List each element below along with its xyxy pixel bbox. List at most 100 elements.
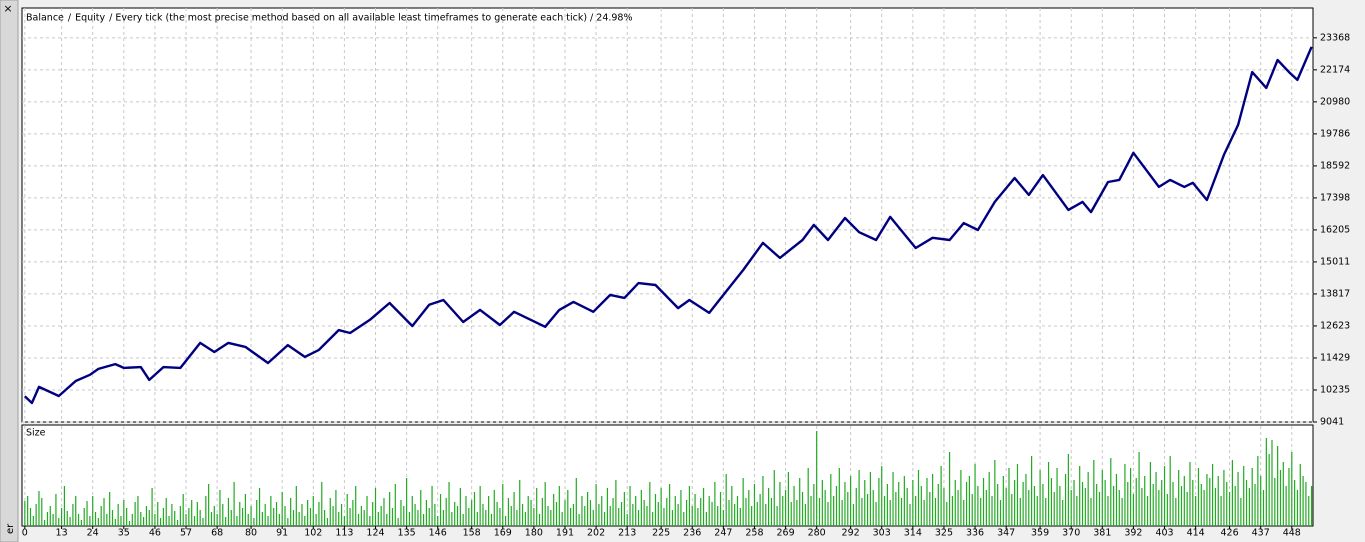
size-bar — [1084, 488, 1086, 526]
size-bar — [929, 492, 931, 526]
size-bar — [58, 518, 60, 526]
size-bar — [329, 498, 331, 526]
subtitle: / Every tick (the most precise method ba… — [109, 13, 632, 24]
marks — [23, 46, 1313, 526]
size-bar — [406, 478, 408, 526]
size-bar — [1237, 472, 1239, 526]
size-bar — [657, 502, 659, 526]
size-bar — [1288, 468, 1290, 526]
size-bar — [479, 486, 481, 526]
size-bar — [89, 516, 91, 526]
size-bar — [841, 500, 843, 526]
size-bar — [236, 516, 238, 526]
size-bar — [965, 482, 968, 526]
size-bar — [963, 500, 965, 526]
size-bar — [408, 512, 411, 526]
size-bar — [168, 516, 170, 526]
size-bar — [174, 511, 176, 526]
x-tick-label: 46 — [149, 528, 161, 539]
y-tick-label: 9041 — [1320, 417, 1344, 428]
size-bar — [312, 496, 314, 526]
size-bar — [473, 492, 476, 526]
size-bar — [439, 494, 442, 526]
size-bar — [400, 500, 402, 526]
size-bar — [1155, 472, 1157, 526]
size-bar — [601, 496, 603, 526]
x-tick-label: 347 — [997, 528, 1015, 539]
size-bar — [1200, 484, 1202, 526]
size-bar — [878, 478, 880, 526]
size-bar — [1016, 464, 1019, 526]
size-bar — [1124, 464, 1126, 526]
size-bar — [923, 500, 925, 526]
size-bar — [1019, 498, 1021, 526]
size-bar — [558, 486, 560, 526]
size-bar — [1050, 478, 1053, 526]
size-bar — [1161, 480, 1163, 526]
x-tick-label: 269 — [777, 528, 795, 539]
size-bar — [728, 500, 730, 526]
size-bar — [790, 502, 792, 526]
size-bar — [1243, 466, 1245, 526]
size-bar — [247, 514, 249, 526]
size-bar — [796, 500, 798, 526]
size-bar — [346, 494, 348, 526]
size-bar — [363, 510, 365, 526]
size-bar — [759, 494, 761, 526]
size-bar — [111, 510, 114, 526]
size-bar — [1231, 460, 1234, 526]
size-bar — [315, 514, 317, 526]
size-bar — [24, 501, 26, 526]
size-bar — [131, 514, 133, 526]
size-bar — [278, 514, 280, 526]
size-bar — [462, 514, 464, 526]
size-bar — [490, 514, 493, 526]
size-bar — [982, 478, 985, 526]
size-bar — [239, 502, 241, 526]
grid — [22, 8, 1317, 529]
size-bar — [1076, 496, 1078, 526]
size-bar — [776, 506, 778, 526]
close-button[interactable]: × — [3, 2, 12, 15]
size-bar — [799, 478, 801, 526]
size-bar — [92, 496, 94, 526]
size-bar — [1022, 482, 1024, 526]
size-bar — [117, 504, 119, 526]
size-bar — [1186, 492, 1188, 526]
size-bar — [326, 518, 329, 526]
y-tick-label: 18592 — [1320, 160, 1350, 171]
size-bar — [403, 506, 405, 526]
size-bar — [892, 472, 894, 526]
size-bar — [731, 486, 733, 526]
size-bar — [917, 470, 920, 526]
size-bar — [120, 516, 122, 526]
size-bar — [244, 494, 247, 526]
y-tick-label: 15011 — [1320, 256, 1350, 267]
size-bar — [162, 508, 165, 526]
size-bar — [544, 482, 546, 526]
size-bar — [751, 506, 753, 526]
size-bar — [202, 518, 204, 526]
x-tick-label: 113 — [335, 528, 353, 539]
size-bar — [1042, 484, 1044, 526]
size-bar — [697, 508, 699, 526]
size-bar — [126, 508, 128, 526]
size-bar — [1245, 480, 1248, 526]
size-bar — [1268, 454, 1270, 526]
size-bar — [516, 510, 518, 526]
size-bar — [1279, 470, 1282, 526]
size-bar — [567, 490, 569, 526]
size-bar — [951, 496, 954, 526]
x-tick-label: 280 — [808, 528, 826, 539]
size-bar — [332, 506, 334, 526]
size-bar — [609, 506, 611, 526]
size-bar — [123, 500, 125, 526]
size-bar — [196, 502, 198, 526]
size-bar — [32, 516, 34, 526]
size-bar — [937, 484, 939, 526]
size-bar — [456, 506, 459, 526]
size-bar — [397, 518, 399, 526]
size-bar — [1064, 474, 1067, 526]
size-bar — [1203, 490, 1205, 526]
size-bar — [578, 514, 580, 526]
